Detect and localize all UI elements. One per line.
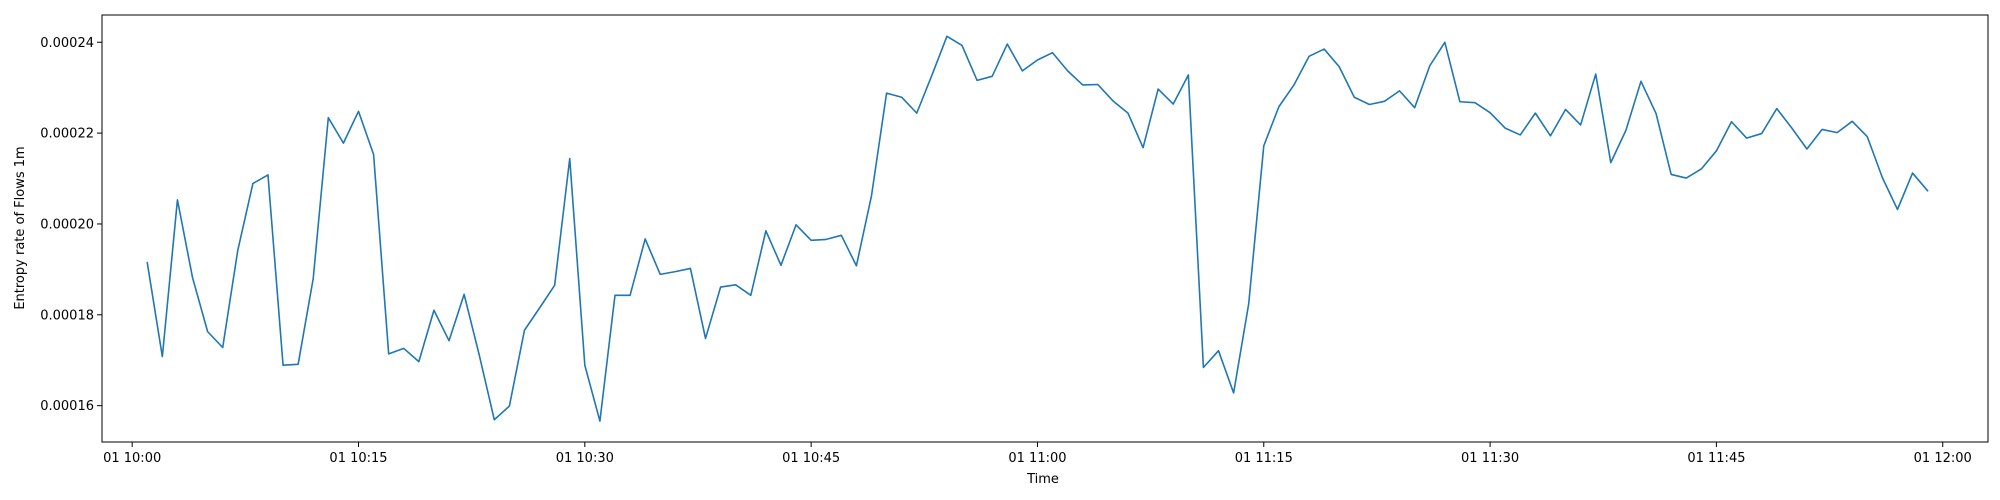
- x-tick-label: 01 10:30: [556, 451, 614, 466]
- x-axis: 01 10:00 01 10:15 01 10:30 01 10:45 01 11:00…: [103, 442, 1972, 466]
- y-axis: 0.00016 0.00018 0.00020 0.00022 0.00024: [40, 36, 102, 414]
- x-tick-label: 01 10:00: [103, 451, 161, 466]
- x-tick-label: 01 10:45: [782, 451, 840, 466]
- x-tick-label: 01 10:15: [329, 451, 387, 466]
- x-tick-label: 01 11:00: [1008, 451, 1066, 466]
- x-tick-label: 01 12:00: [1914, 451, 1972, 466]
- y-tick-label: 0.00016: [40, 399, 94, 414]
- y-tick-label: 0.00020: [40, 217, 94, 232]
- x-tick-label: 01 11:15: [1235, 451, 1293, 466]
- series-line: [146, 35, 1929, 422]
- series-layer: [146, 35, 1929, 422]
- y-axis-label: Entropy rate of Flows 1m: [13, 146, 28, 309]
- y-tick-label: 0.00018: [40, 308, 94, 323]
- plot-area: [101, 14, 1989, 443]
- x-tick-label: 01 11:30: [1461, 451, 1519, 466]
- plot-frame: [101, 14, 1989, 443]
- y-tick-label: 0.00024: [40, 36, 94, 51]
- x-axis-label: Time: [1026, 472, 1059, 487]
- x-tick-label: 01 11:45: [1687, 451, 1745, 466]
- y-tick-label: 0.00022: [40, 127, 94, 142]
